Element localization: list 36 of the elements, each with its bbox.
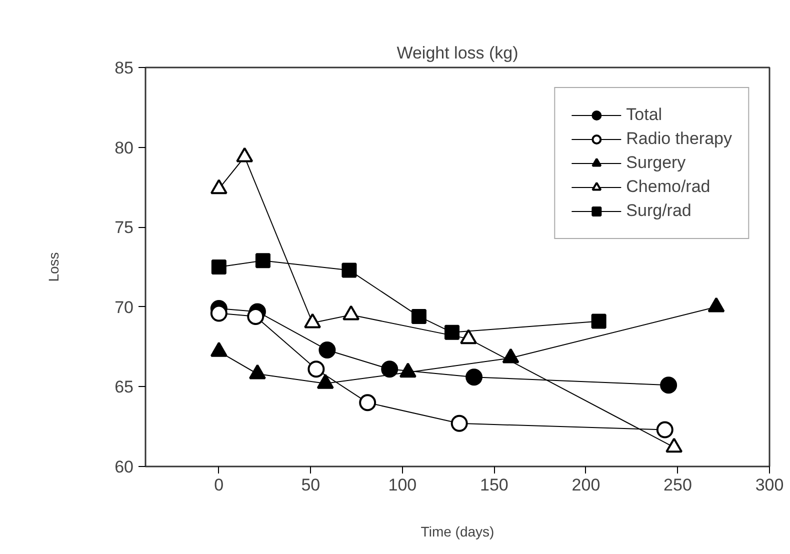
point [660,376,678,394]
x-tick-label: 0 [214,476,224,494]
point [255,253,270,268]
point [210,304,228,322]
legend-label: Chemo/rad [626,176,710,198]
y-tick-label: 85 [114,58,134,78]
chart-title: Weight loss (kg) [396,44,518,62]
point [318,342,336,358]
x-tick-label: 300 [755,476,784,494]
x-tick-label: 200 [572,476,600,494]
point [591,314,606,329]
x-tick-label: 150 [480,476,508,494]
point [359,394,376,412]
y-tick-label: 70 [114,298,134,317]
legend-label: Total [626,104,662,126]
y-tick-label: 65 [114,378,134,397]
x-tick-label: 100 [388,476,417,494]
point [450,414,468,432]
point [444,324,460,340]
point [466,368,483,386]
point [411,308,426,324]
x-axis-title: Time (days) [420,524,494,540]
point [656,421,674,438]
legend-label: Surgery [626,152,686,174]
legend-label: Radio therapy [626,128,732,150]
point [342,262,357,278]
point [308,360,325,378]
legend-label: Surg/rad [626,200,692,222]
y-tick-label: 60 [114,458,134,476]
y-tick-label: 80 [114,138,134,158]
x-tick-label: 250 [664,476,692,494]
y-tick-label: 75 [114,218,134,238]
y-axis-title: Loss [46,252,62,282]
x-tick-label: 50 [301,476,320,494]
point [381,360,398,378]
point [211,260,226,274]
